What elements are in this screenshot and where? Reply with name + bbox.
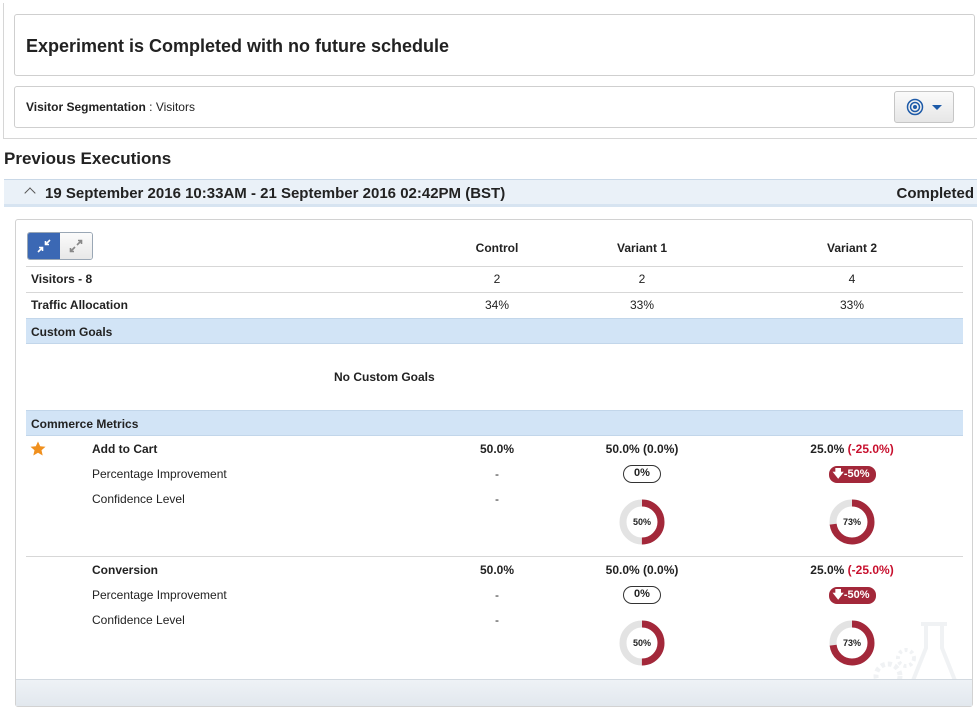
svg-text:73%: 73% — [843, 517, 861, 527]
arrow-down-icon: 🡇 — [832, 589, 844, 601]
conversion-variant-1: 50.0% (0.0%) — [605, 563, 679, 577]
expand-view-button[interactable] — [60, 233, 92, 259]
traffic-variant-2: 33% — [839, 298, 865, 312]
add-to-cart-variant-2: 25.0% (-25.0%) — [810, 442, 894, 456]
segmentation-panel: Visitor Segmentation : Visitors — [14, 86, 975, 128]
confidence-level-label: Confidence Level — [92, 492, 185, 506]
chevron-up-icon[interactable] — [24, 187, 36, 199]
no-custom-goals-text: No Custom Goals — [334, 370, 435, 384]
segmentation-label: Visitor Segmentation — [26, 100, 146, 114]
visitors-variant-1: 2 — [638, 272, 646, 286]
execution-range: 19 September 2016 10:33AM - 21 September… — [45, 185, 506, 202]
negative-improvement-badge: 🡇-50% — [828, 466, 876, 483]
column-header-variant-2: Variant 2 — [826, 241, 878, 255]
divider — [26, 266, 963, 267]
collapse-arrows-icon — [37, 239, 51, 253]
conversion-cl-control: - — [495, 613, 499, 627]
target-icon — [906, 98, 924, 116]
svg-text:50%: 50% — [633, 517, 651, 527]
expand-arrows-icon — [69, 239, 83, 253]
chevron-down-icon — [932, 104, 942, 110]
confidence-donut-conversion-variant-2: 73% — [829, 620, 875, 666]
execution-status: Completed — [896, 185, 974, 202]
negative-improvement-badge: 🡇-50% — [828, 587, 876, 604]
traffic-variant-1: 33% — [629, 298, 655, 312]
conversion-pi-variant-2: 🡇-50% — [802, 587, 902, 604]
status-panel: Experiment is Completed with no future s… — [14, 14, 975, 76]
percentage-improvement-label: Percentage Improvement — [92, 588, 227, 602]
star-icon[interactable] — [30, 441, 46, 456]
add-to-cart-pi-variant-1: 0% — [592, 465, 692, 483]
traffic-control: 34% — [484, 298, 510, 312]
add-to-cart-variant-1: 50.0% (0.0%) — [605, 442, 679, 456]
conversion-variant-2: 25.0% (-25.0%) — [810, 563, 894, 577]
visitors-control: 2 — [493, 272, 501, 286]
status-title: Experiment is Completed with no future s… — [26, 36, 450, 56]
svg-text:73%: 73% — [843, 638, 861, 648]
conversion-pi-variant-1: 0% — [592, 586, 692, 604]
segmentation-separator: : — [145, 100, 156, 114]
segmentation-value: Visitors — [155, 100, 195, 114]
experiment-summary — [3, 3, 977, 139]
divider — [26, 556, 963, 557]
column-header-variant-1: Variant 1 — [616, 241, 668, 255]
execution-header[interactable]: 19 September 2016 10:33AM - 21 September… — [4, 179, 977, 207]
custom-goals-band: Custom Goals — [26, 318, 963, 344]
percentage-improvement-label: Percentage Improvement — [92, 467, 227, 481]
conversion-pi-control: - — [495, 588, 499, 602]
execution-results-panel: Control Variant 1 Variant 2 Visitors - 8… — [15, 219, 973, 707]
add-to-cart-cl-control: - — [495, 492, 499, 506]
segmentation-menu-button[interactable] — [894, 91, 954, 123]
divider — [26, 292, 963, 293]
visitors-label: Visitors - 8 — [31, 272, 93, 286]
commerce-metrics-band: Commerce Metrics — [26, 410, 963, 436]
collapse-view-button[interactable] — [28, 233, 60, 259]
panel-footer — [16, 679, 972, 706]
metric-name-conversion: Conversion — [92, 563, 159, 577]
metric-name-add-to-cart: Add to Cart — [92, 442, 158, 456]
segmentation-text: Visitor Segmentation : Visitors — [26, 100, 195, 114]
improvement-badge: 0% — [623, 586, 661, 604]
arrow-down-icon: 🡇 — [832, 468, 844, 480]
add-to-cart-pi-variant-2: 🡇-50% — [802, 466, 902, 483]
traffic-allocation-label: Traffic Allocation — [31, 298, 128, 312]
add-to-cart-control: 50.0% — [479, 442, 515, 456]
add-to-cart-pi-control: - — [495, 467, 499, 481]
column-header-control: Control — [475, 241, 519, 255]
view-toggle — [27, 232, 93, 260]
previous-executions-heading: Previous Executions — [4, 149, 172, 168]
confidence-donut-add-to-cart-variant-2: 73% — [829, 499, 875, 545]
confidence-donut-add-to-cart-variant-1: 50% — [619, 499, 665, 545]
improvement-badge: 0% — [623, 465, 661, 483]
visitors-variant-2: 4 — [848, 272, 856, 286]
confidence-level-label: Confidence Level — [92, 613, 185, 627]
confidence-donut-conversion-variant-1: 50% — [619, 620, 665, 666]
svg-text:50%: 50% — [633, 638, 651, 648]
conversion-control: 50.0% — [479, 563, 515, 577]
